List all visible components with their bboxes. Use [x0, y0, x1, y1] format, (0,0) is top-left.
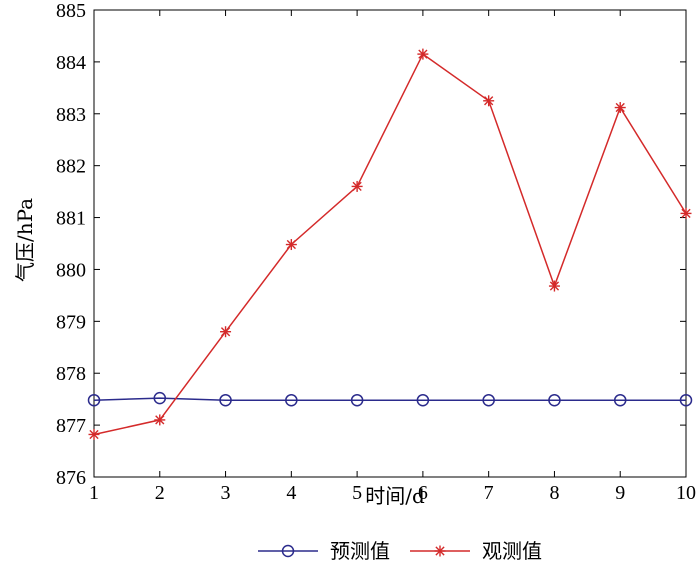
y-tick-label: 876: [56, 467, 86, 489]
legend-label-predicted: 预测值: [330, 539, 390, 563]
data-point-circle: [219, 393, 232, 407]
data-point-star: [351, 180, 363, 192]
y-axis: 876 877 878 879 880 881 882 883 884 885: [56, 0, 686, 489]
x-axis: 1 2 3 4 5 6 7 8 9 10: [89, 10, 696, 504]
legend-item-predicted: 预测值: [258, 539, 390, 563]
data-point-circle: [350, 393, 364, 407]
legend-circle-marker: [281, 544, 295, 558]
x-tick-label: 9: [615, 482, 625, 504]
x-tick-label: 8: [549, 482, 559, 504]
y-tick-label: 878: [56, 363, 86, 385]
y-tick-label: 881: [56, 208, 86, 230]
y-tick-label: 882: [56, 156, 86, 178]
legend: 预测值 观测值: [258, 539, 542, 563]
x-tick-label: 1: [89, 482, 99, 504]
x-tick-label: 6: [418, 482, 428, 504]
x-tick-label: 3: [221, 482, 231, 504]
data-point-circle: [416, 393, 430, 407]
data-point-star: [417, 48, 429, 60]
legend-label-observed: 观测值: [482, 539, 542, 563]
y-axis-title: 气压/hPa: [13, 198, 37, 282]
series-observed: [88, 48, 692, 440]
series-layer: [87, 48, 693, 440]
series-line: [93, 52, 687, 436]
plot-area-border: [93, 9, 687, 478]
data-point-circle: [285, 393, 298, 407]
x-tick-label: 4: [286, 482, 296, 504]
series-line: [93, 397, 686, 401]
x-axis-title: 时间/d: [365, 484, 425, 508]
data-point-star: [154, 414, 166, 426]
data-point-circle: [153, 391, 167, 405]
data-point-star: [483, 95, 495, 107]
y-tick-label: 884: [56, 52, 86, 74]
plot-frame: [93, 9, 687, 478]
data-point-star: [88, 428, 100, 440]
data-point-circle: [613, 393, 627, 407]
x-tick-label: 5: [352, 482, 362, 504]
x-tick-label: 7: [484, 482, 494, 504]
legend-star-marker: [434, 545, 446, 557]
y-tick-label: 877: [56, 415, 86, 437]
data-point-circle: [679, 393, 693, 407]
data-point-star: [285, 239, 297, 251]
x-tick-label: 2: [155, 482, 165, 504]
data-point-circle: [548, 393, 561, 407]
series-predicted: [87, 391, 693, 407]
data-point-circle: [482, 393, 495, 407]
y-tick-label: 883: [56, 104, 86, 126]
data-point-star: [220, 326, 232, 338]
x-tick-label: 10: [676, 482, 696, 504]
y-tick-label: 880: [56, 259, 86, 281]
y-tick-label: 879: [56, 311, 86, 333]
data-point-star: [680, 207, 692, 219]
data-point-star: [548, 280, 560, 292]
legend-star-glyph: [434, 545, 446, 557]
legend-item-observed: 观测值: [410, 539, 542, 563]
data-point-circle: [87, 393, 101, 407]
y-tick-label: 885: [56, 0, 86, 22]
data-point-star: [614, 102, 626, 114]
